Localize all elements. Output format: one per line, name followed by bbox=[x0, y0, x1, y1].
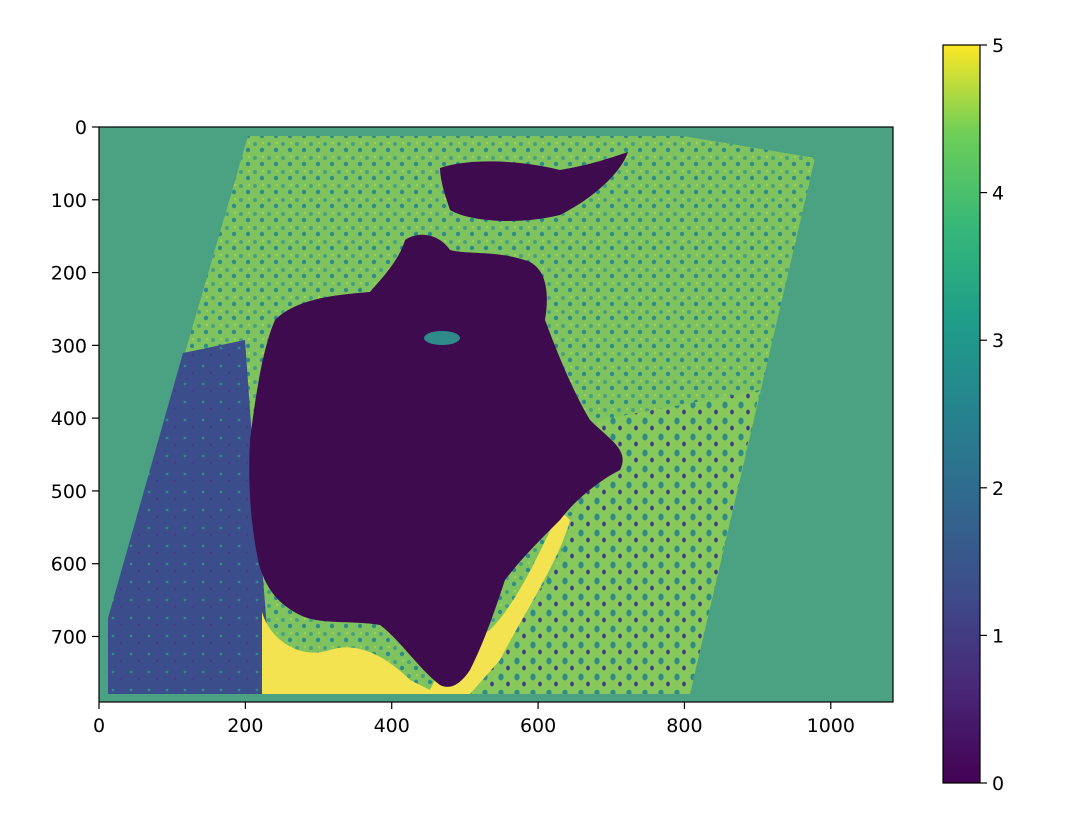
heatmap-area bbox=[99, 127, 893, 702]
shoreline-region bbox=[262, 510, 570, 694]
colorbar-tick-label: 5 bbox=[992, 35, 1004, 57]
colorbar-tick-label: 4 bbox=[992, 183, 1004, 205]
x-tick-label: 200 bbox=[227, 715, 263, 737]
colorbar-tick-label: 1 bbox=[992, 625, 1004, 647]
x-tick-label: 0 bbox=[93, 715, 105, 737]
y-axis: 0 100 200 300 400 500 600 700 bbox=[51, 117, 99, 648]
axes-frame bbox=[98, 126, 894, 703]
east-land-region bbox=[470, 390, 760, 694]
y-tick-label: 600 bbox=[51, 554, 87, 576]
x-tick-label: 400 bbox=[374, 715, 410, 737]
x-axis: 0 200 400 600 800 1000 bbox=[93, 702, 855, 737]
island-region bbox=[424, 331, 460, 345]
x-tick-label: 800 bbox=[666, 715, 702, 737]
y-tick-label: 400 bbox=[51, 408, 87, 430]
lake-region bbox=[249, 152, 629, 687]
y-tick-label: 0 bbox=[75, 117, 87, 139]
colorbar bbox=[942, 44, 981, 784]
x-tick-label: 600 bbox=[520, 715, 556, 737]
west-land-region bbox=[108, 340, 282, 694]
x-tick-label: 1000 bbox=[807, 715, 855, 737]
colorbar-axis: 0 1 2 3 4 5 bbox=[980, 35, 1004, 795]
y-tick-label: 700 bbox=[51, 626, 87, 648]
colorbar-tick-label: 3 bbox=[992, 330, 1004, 352]
y-tick-label: 200 bbox=[51, 263, 87, 285]
y-tick-label: 100 bbox=[51, 190, 87, 212]
y-tick-label: 500 bbox=[51, 481, 87, 503]
colorbar-tick-label: 2 bbox=[992, 478, 1004, 500]
y-tick-label: 300 bbox=[51, 335, 87, 357]
colorbar-tick-label: 0 bbox=[992, 773, 1004, 795]
